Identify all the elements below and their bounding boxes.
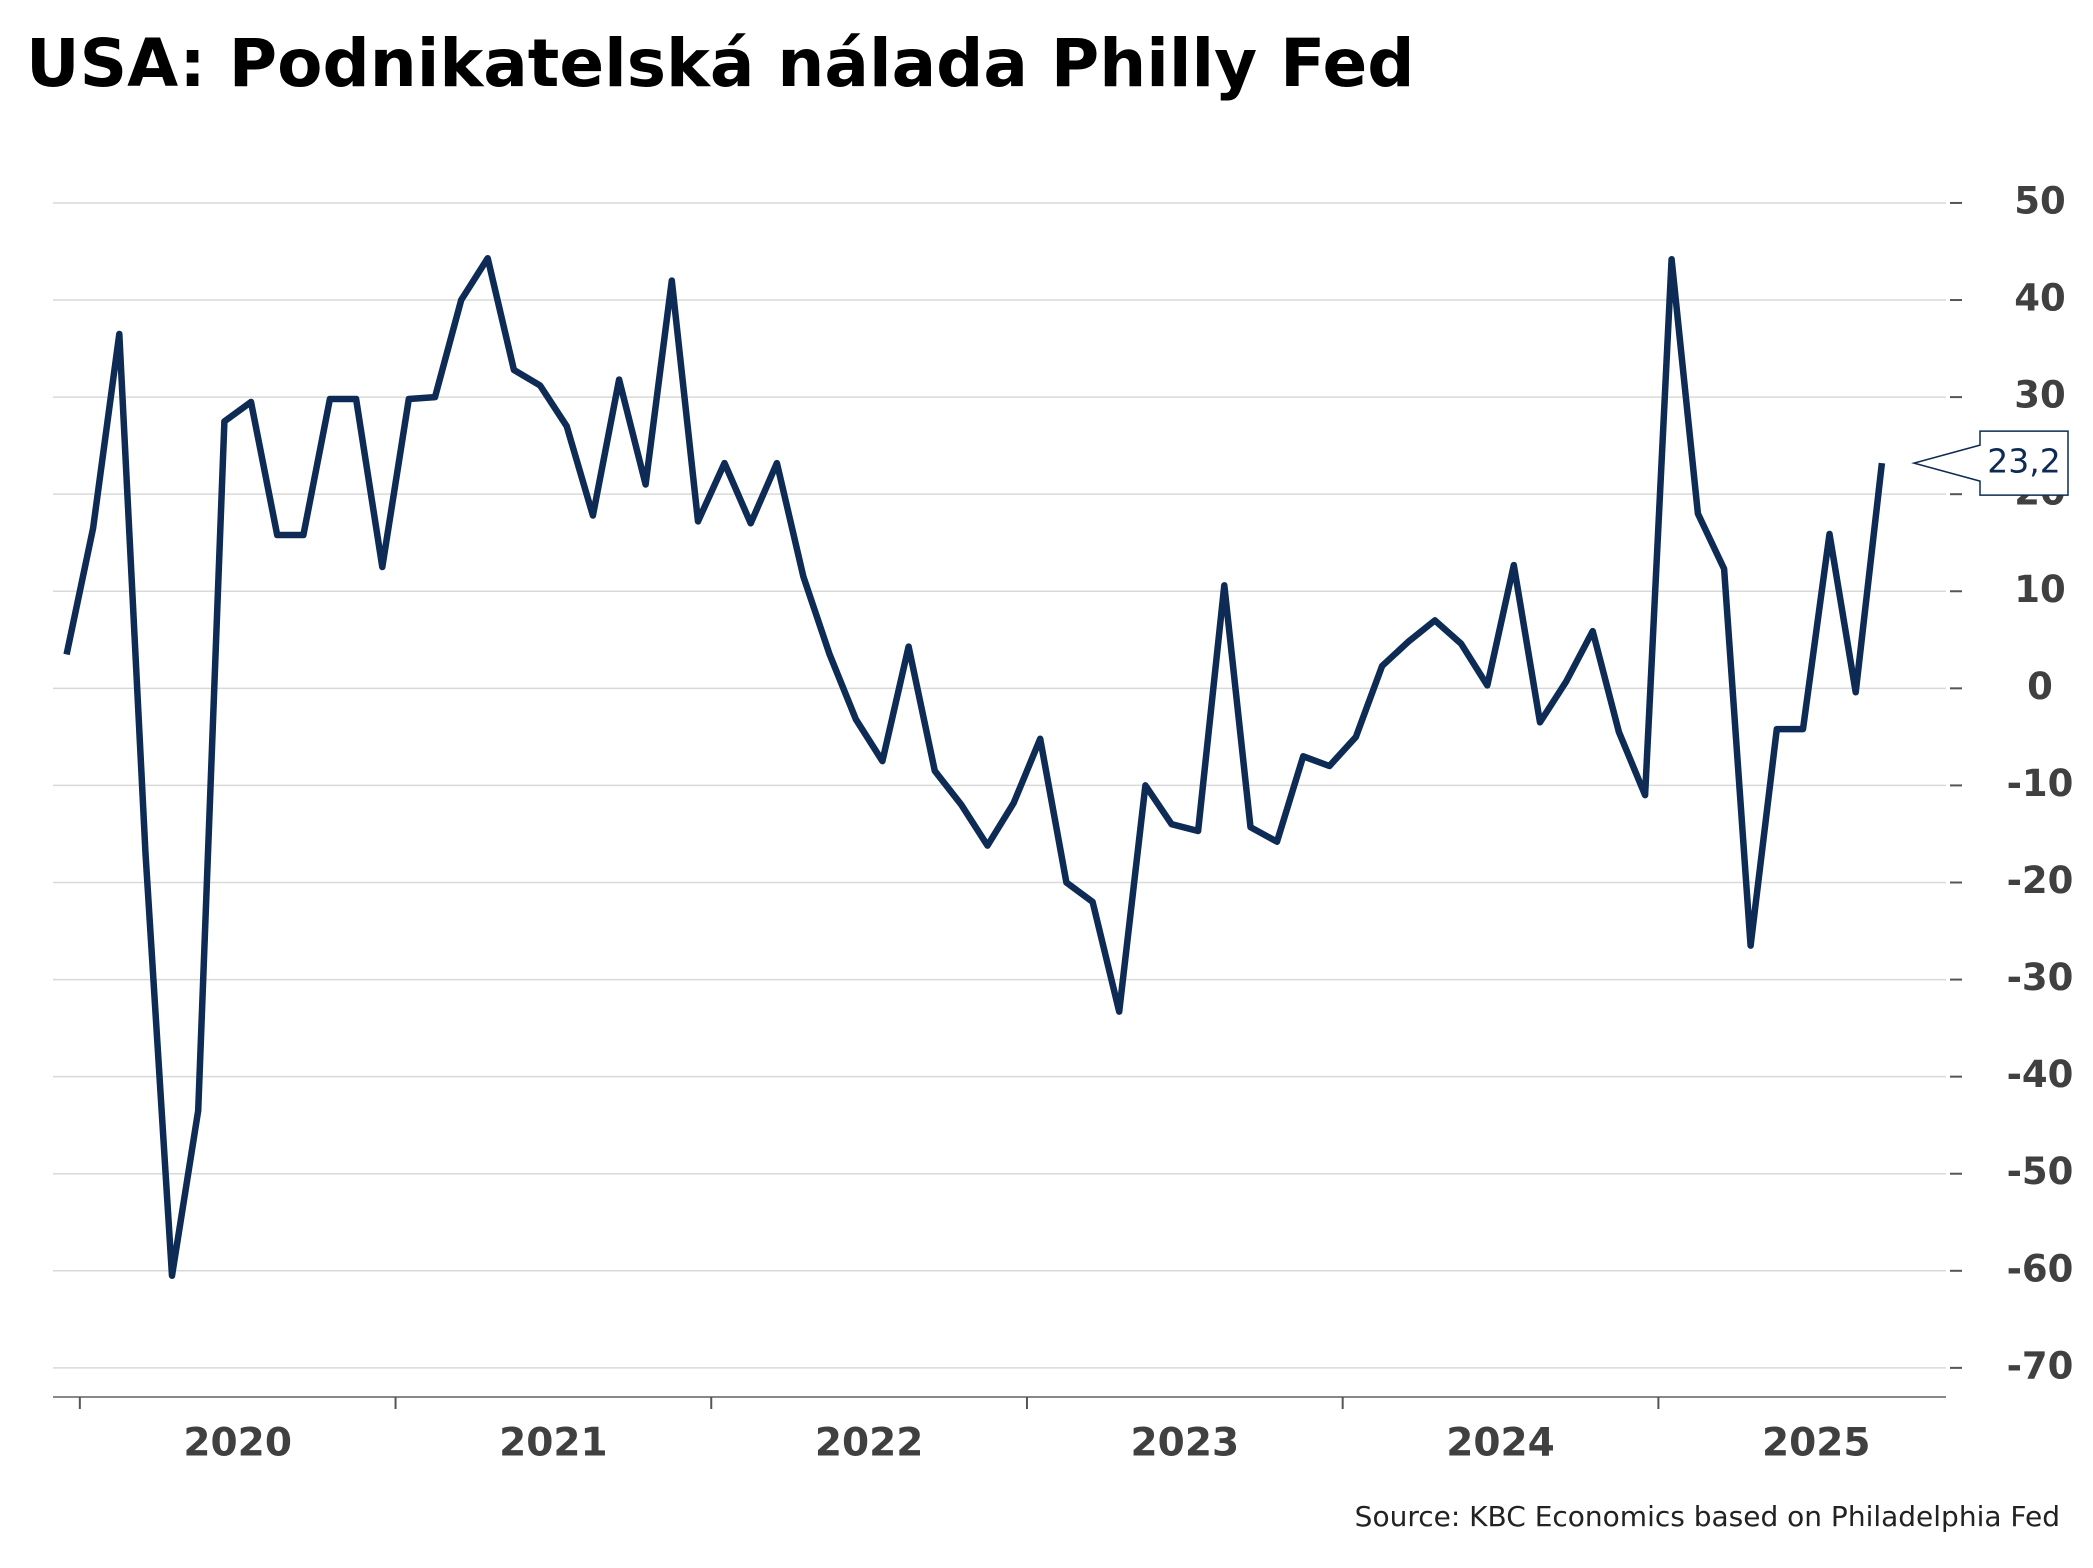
data-line (63, 255, 1886, 1279)
y-tick-label: -60 (2007, 1247, 2074, 1290)
y-tick-label: -70 (2007, 1344, 2074, 1387)
x-tick-label: 2021 (499, 1421, 608, 1466)
chart-title: USA: Podnikatelská nálada Philly Fed (26, 25, 1415, 102)
y-tick-label: 0 (2027, 665, 2053, 708)
x-tick-label: 2020 (183, 1421, 292, 1466)
value-label: 23,2 (1987, 442, 2060, 481)
y-tick-label: -10 (2007, 762, 2074, 805)
y-tick-label: 30 (2014, 374, 2066, 417)
y-tick-label: 40 (2014, 277, 2066, 320)
y-tick-label: -50 (2007, 1150, 2074, 1193)
y-tick-label: -30 (2007, 956, 2074, 999)
x-tick-label: 2023 (1131, 1421, 1240, 1466)
x-tick-label: 2022 (815, 1421, 924, 1466)
y-tick-label: 50 (2014, 179, 2066, 222)
x-tick-label: 2025 (1762, 1421, 1871, 1466)
x-tick-label: 2024 (1446, 1421, 1555, 1466)
callout-box (1911, 430, 2069, 496)
y-tick-label: 10 (2014, 568, 2066, 611)
y-tick-label: -20 (2007, 859, 2074, 902)
y-tick-label: -40 (2007, 1053, 2074, 1096)
source-note: Source: KBC Economics based on Philadelp… (1355, 1500, 2060, 1533)
